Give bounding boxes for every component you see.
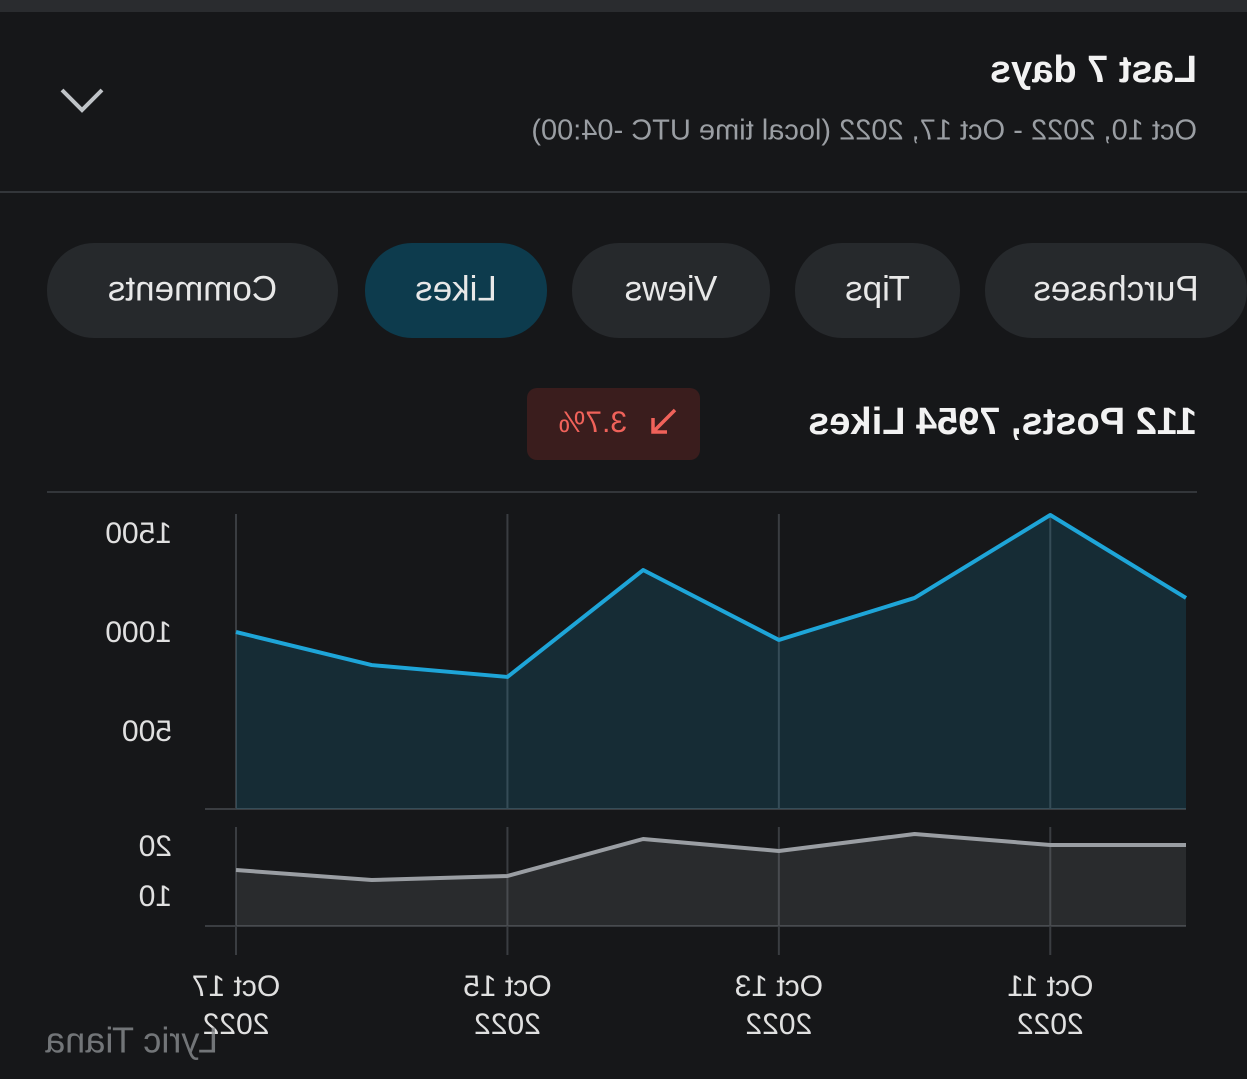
top-bar [0,0,1247,12]
tab[interactable] [365,243,547,338]
tab-label[interactable]: Comments [108,269,277,308]
tab[interactable] [47,243,338,338]
x-tick-year: 2022 [474,1008,541,1041]
header-subtitle: Oct 10, 2022 - Oct 17, 2022 (local time … [531,115,1197,147]
x-tick-year: 2022 [745,1008,812,1041]
x-tick-year: 2022 [203,1008,270,1041]
line [235,512,1188,679]
area-fill [236,834,1186,926]
tab-label[interactable]: Views [625,269,718,308]
y-tick-label: 1500 [105,517,172,550]
header-title: Last 7 days [990,49,1197,91]
tab[interactable] [572,243,770,338]
x-tick-label: Oct 17 [192,970,280,1003]
y-tick-label: 10 [139,880,172,913]
y-tick-label: 1000 [105,616,172,649]
change-badge [527,388,700,460]
x-tick-label: Oct 11 [1007,970,1093,1003]
y-tick-label: 500 [122,715,172,748]
x-tick-label: Oct 15 [463,970,551,1003]
summary-text: 112 Posts, 7954 Likes [808,401,1197,443]
line [235,832,1186,882]
watermark: Lyric Tiana [44,1020,218,1061]
tab[interactable] [795,243,960,338]
dropdown-chevron[interactable] [60,88,104,113]
y-tick-label: 20 [139,830,172,863]
x-tick-label: Oct 13 [735,970,823,1003]
tab-label[interactable]: Tips [845,269,910,308]
area-fill [236,514,1186,809]
charts: 500 1000 1500 10 20 Oct 11 2022 Oct 13 2022 Oct 1… [105,512,1188,1041]
tab[interactable] [985,243,1247,338]
down-arrow [651,408,677,434]
change-value: 3.7% [559,406,627,439]
x-tick-year: 2022 [1017,1008,1084,1041]
tab-label[interactable]: Purchases [1033,269,1198,308]
tab-bar: Purchases Tips Views Likes Comments [47,243,1247,338]
tab-label[interactable]: Likes [415,269,497,308]
